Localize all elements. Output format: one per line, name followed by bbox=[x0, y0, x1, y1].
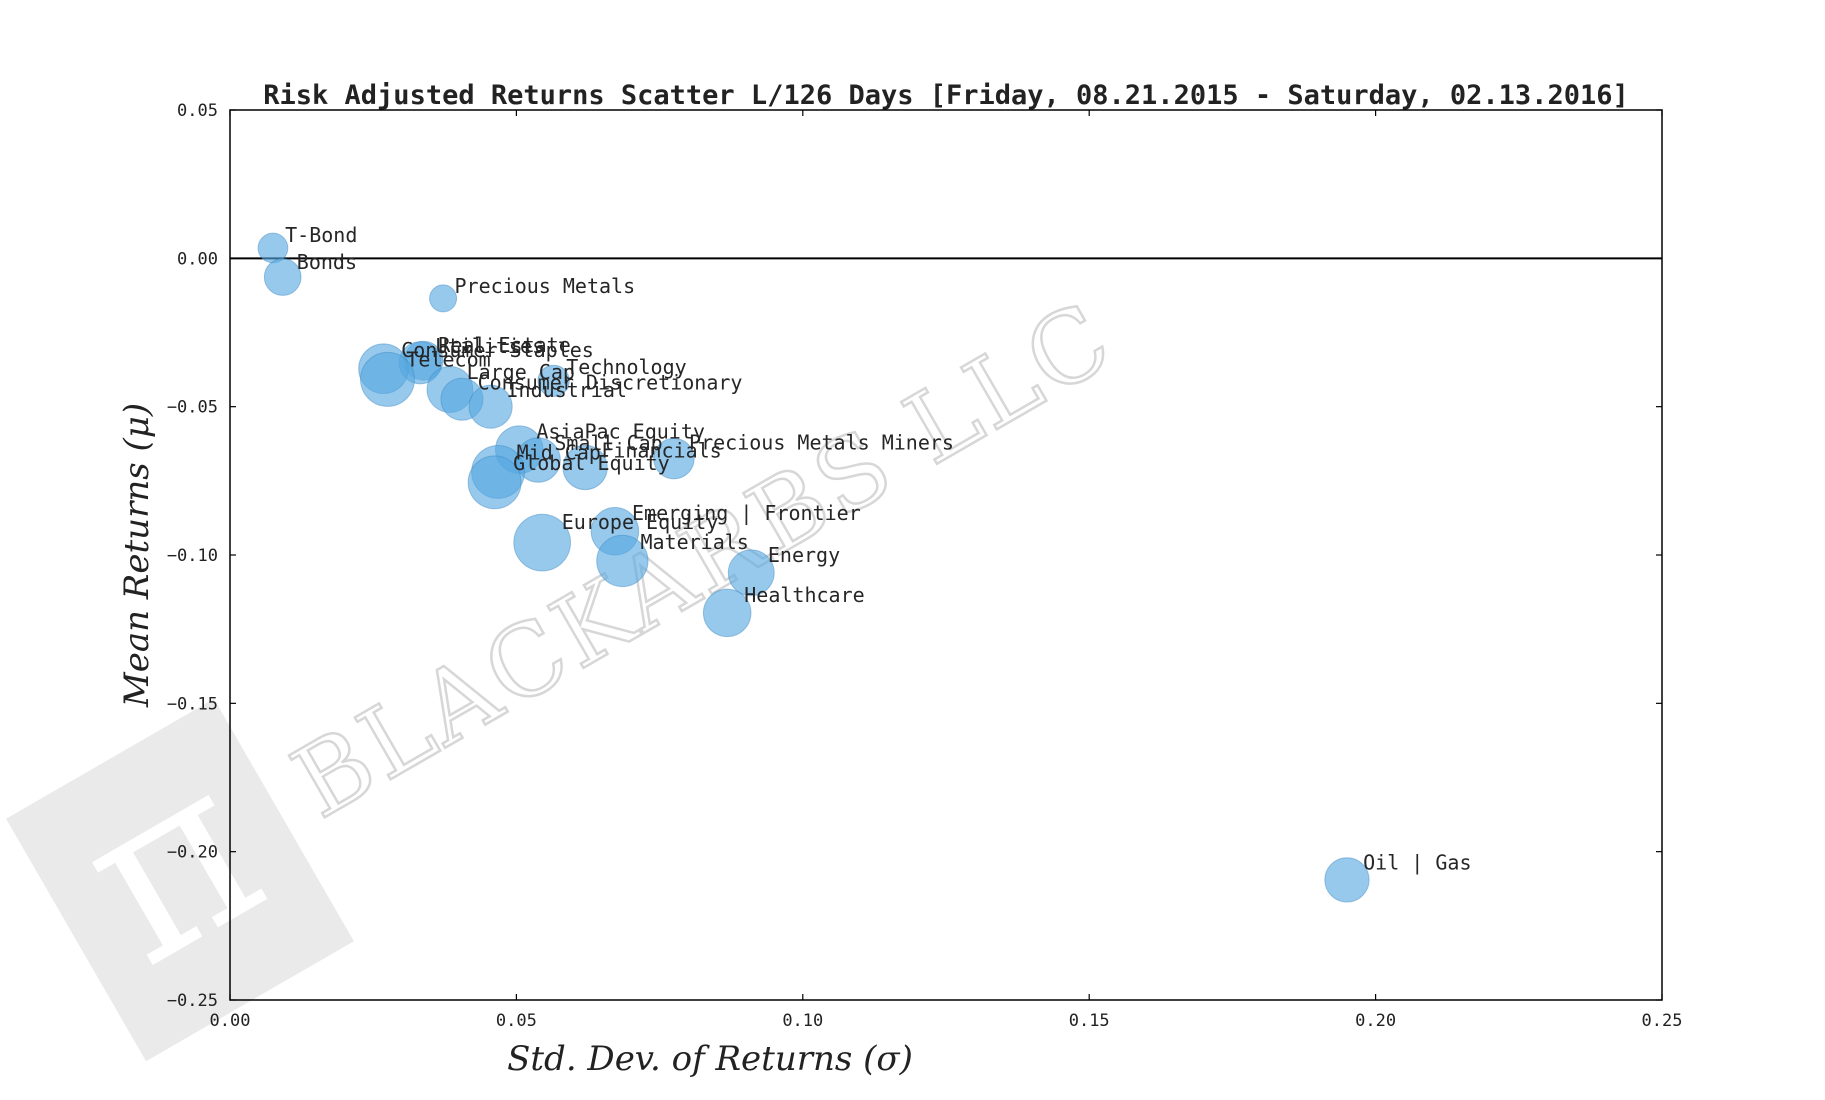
point-label: AsiaPac Equity bbox=[536, 420, 705, 444]
scatter-point bbox=[653, 437, 695, 480]
point-label: Precious Metals bbox=[455, 274, 636, 298]
point-label: Global Equity bbox=[513, 451, 670, 475]
point-label: Small Cap bbox=[554, 431, 662, 455]
point-labels: T-Bond Bonds Precious Metals Real EstateUti… bbox=[285, 223, 1471, 875]
point-label: Financials bbox=[601, 438, 721, 462]
y-tick-label: −0.05 bbox=[167, 398, 218, 418]
scatter-points bbox=[257, 232, 1370, 903]
scatter-point bbox=[1324, 857, 1370, 903]
x-tick-label: 0.20 bbox=[1355, 1011, 1396, 1031]
scatter-point bbox=[702, 588, 752, 638]
point-label: T-Bond bbox=[285, 223, 357, 247]
point-label: Large Cap bbox=[467, 360, 575, 384]
y-tick-label: −0.15 bbox=[167, 694, 218, 714]
point-label: Utilities bbox=[436, 334, 544, 358]
y-tick-label: −0.25 bbox=[167, 991, 218, 1011]
y-tick-label: −0.20 bbox=[167, 843, 218, 863]
x-tick-label: 0.00 bbox=[210, 1011, 251, 1031]
point-label: Consumer Staples bbox=[401, 338, 594, 362]
x-tick-label: 0.05 bbox=[496, 1011, 537, 1031]
x-tick-label: 0.10 bbox=[782, 1011, 823, 1031]
scatter-point bbox=[727, 549, 775, 597]
chart-title: Risk Adjusted Returns Scatter L/126 Days… bbox=[263, 80, 1628, 111]
scatter-point bbox=[537, 364, 570, 398]
point-label: Technology bbox=[566, 355, 686, 379]
point-label: Real Estate bbox=[438, 333, 570, 357]
point-label: Materials bbox=[640, 530, 748, 554]
scatter-point bbox=[596, 534, 649, 588]
scatter-point bbox=[429, 284, 458, 313]
y-axis-label-text: Mean Returns (μ) bbox=[117, 403, 157, 708]
scatter-point bbox=[513, 513, 572, 572]
watermark-logo-box bbox=[6, 698, 354, 1062]
y-tick-label: −0.10 bbox=[167, 546, 218, 566]
y-tick-label: 0.05 bbox=[177, 101, 218, 121]
scatter-point bbox=[562, 444, 608, 491]
point-label: Industrial bbox=[507, 378, 627, 402]
x-tick-label: 0.25 bbox=[1642, 1011, 1683, 1031]
point-label: Europe Equity bbox=[562, 510, 719, 534]
y-tick-label: 0.00 bbox=[177, 249, 218, 269]
scatter-point bbox=[263, 258, 302, 296]
point-label: Oil | Gas bbox=[1363, 851, 1471, 875]
x-tick-label: 0.15 bbox=[1069, 1011, 1110, 1031]
point-label: Mid Cap bbox=[517, 440, 601, 464]
point-label: Energy bbox=[768, 543, 840, 567]
point-label: Emerging | Frontier bbox=[632, 501, 861, 525]
x-axis: 0.00 0.05 0.10 0.15 0.20 0.25 bbox=[210, 110, 1683, 1031]
scatter-point bbox=[467, 455, 522, 510]
x-axis-label-text: Std. Dev. of Returns (σ) bbox=[507, 1039, 913, 1079]
scatter-point bbox=[360, 351, 416, 407]
point-label: Precious Metals Miners bbox=[689, 430, 954, 454]
point-label: Bonds bbox=[297, 250, 357, 274]
point-label: Healthcare bbox=[744, 583, 864, 607]
y-axis: 0.05 0.00 −0.05 −0.10 −0.15 −0.20 −0.25 bbox=[167, 101, 1662, 1011]
point-label: Telecom bbox=[406, 348, 490, 372]
scatter-point bbox=[468, 384, 513, 429]
point-label: Consumer Discretionary bbox=[478, 371, 743, 395]
